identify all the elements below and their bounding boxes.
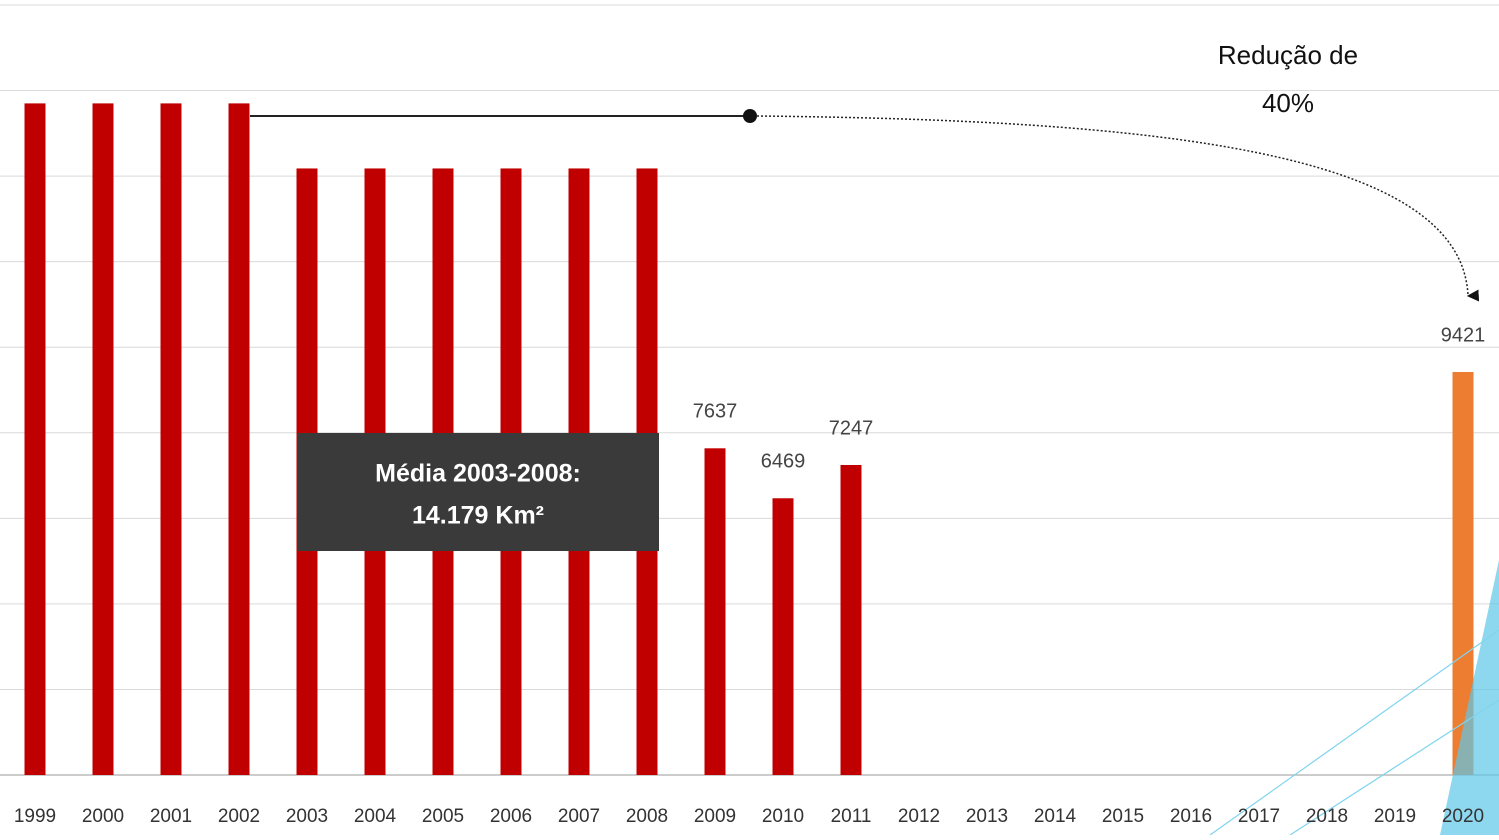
x-tick-label: 2003 — [286, 806, 328, 827]
x-tick-label: 2017 — [1238, 806, 1280, 827]
x-tick-label: 2014 — [1034, 806, 1077, 827]
x-tick-label: 2007 — [558, 806, 600, 827]
bar — [772, 498, 794, 775]
x-tick-label: 2016 — [1170, 806, 1212, 827]
annotation-box — [297, 433, 659, 551]
data-label: 7247 — [829, 417, 874, 439]
bar — [92, 103, 114, 775]
x-tick-label: 2011 — [831, 806, 872, 827]
x-tick-label: 2009 — [694, 806, 736, 827]
data-label: 7637 — [693, 401, 738, 423]
x-tick-label: 2001 — [150, 806, 192, 827]
x-tick-label: 2005 — [422, 806, 464, 827]
decoration — [1440, 560, 1499, 835]
bar — [228, 103, 250, 775]
bar — [160, 103, 182, 775]
x-tick-label: 2013 — [966, 806, 1008, 827]
x-tick-label: 2020 — [1442, 806, 1484, 827]
x-tick-label: 2004 — [354, 806, 397, 827]
annotation: Redução de — [1218, 40, 1358, 70]
decoration — [1209, 629, 1499, 836]
x-tick-label: 2019 — [1374, 806, 1416, 827]
bar — [1452, 371, 1474, 775]
curved-arrow — [756, 115, 1480, 302]
x-tick-label: 2002 — [218, 806, 260, 827]
data-label: 9421 — [1441, 324, 1486, 346]
connector-dot — [743, 109, 757, 123]
x-tick-label: 2018 — [1306, 806, 1348, 827]
x-tick-label: 2010 — [762, 806, 804, 827]
bar — [840, 464, 862, 775]
annotation: Média 2003-2008: — [375, 460, 581, 488]
x-tick-label: 2015 — [1102, 806, 1144, 827]
x-tick-label: 2000 — [82, 806, 124, 827]
annotation: 14.179 Km² — [412, 502, 544, 530]
x-tick-label: 2006 — [490, 806, 532, 827]
data-label: 6469 — [761, 451, 806, 473]
x-tick-label: 2008 — [626, 806, 668, 827]
bar — [24, 103, 46, 775]
x-tick-label: 2012 — [898, 806, 940, 827]
annotation: 40% — [1262, 88, 1314, 118]
bar — [704, 448, 726, 775]
decoration — [1289, 699, 1499, 836]
x-tick-label: 1999 — [14, 806, 56, 827]
